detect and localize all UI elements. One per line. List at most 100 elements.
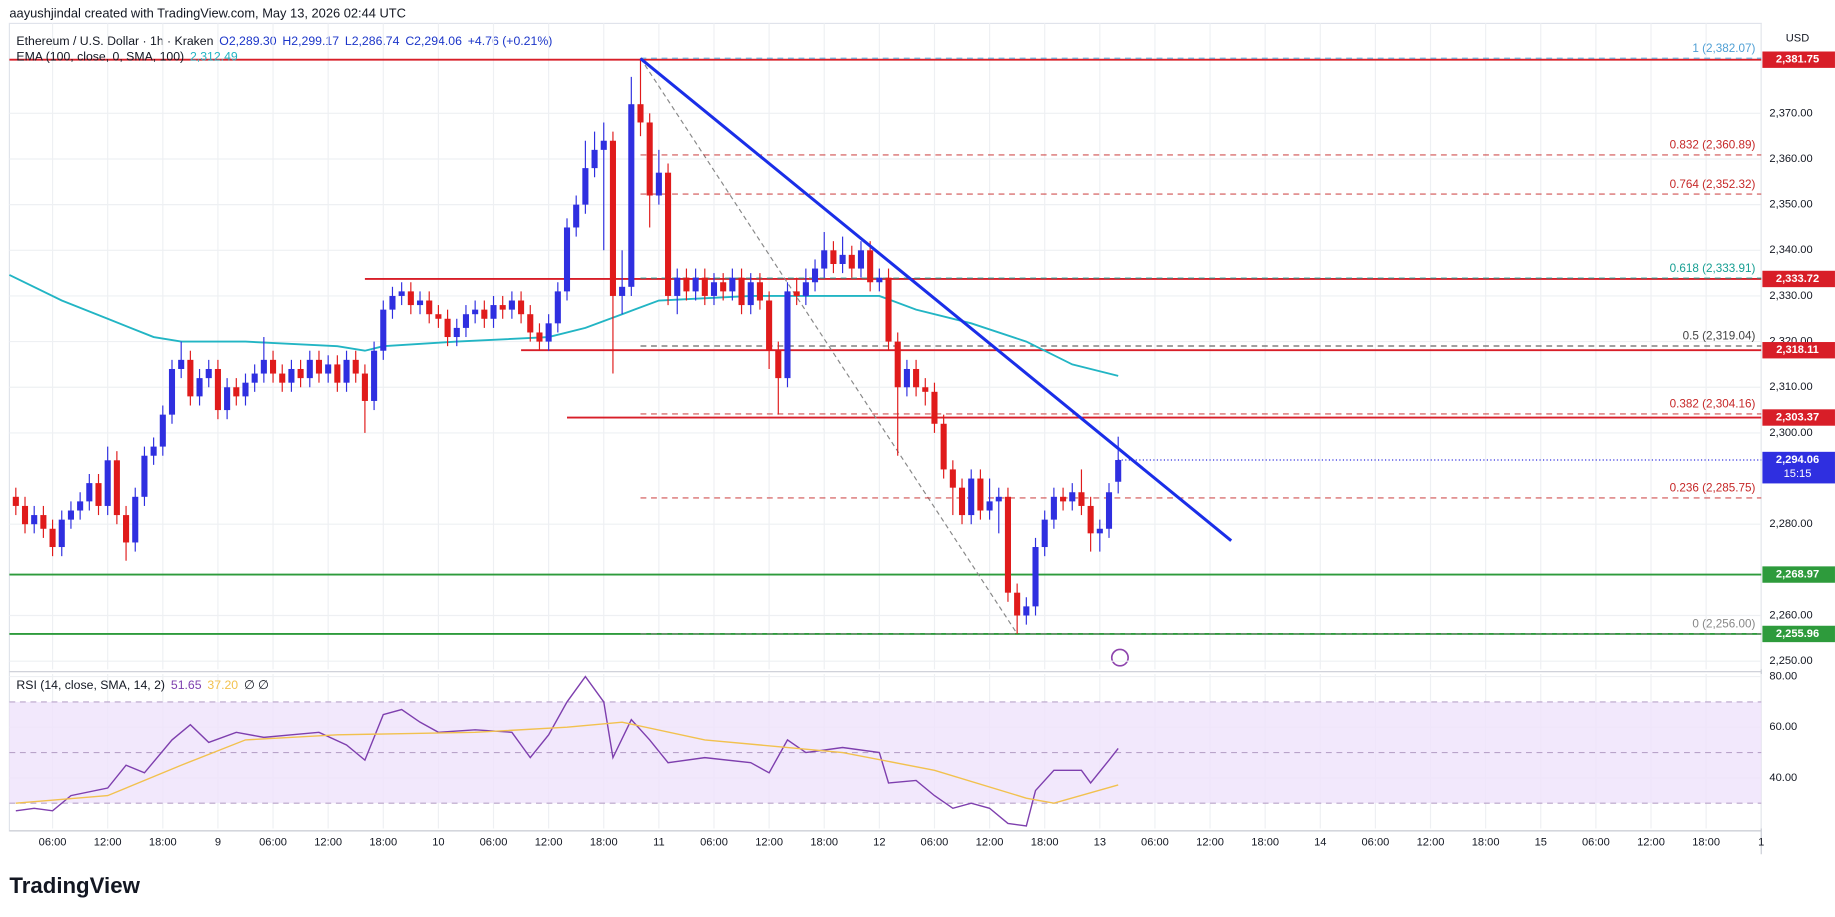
candle-body <box>77 501 84 511</box>
legend-item: C2,294.06 <box>405 34 462 48</box>
x-tick-label: 06:00 <box>39 837 67 849</box>
candle-body <box>21 505 29 525</box>
candle-body <box>756 282 763 301</box>
x-tick-label: 06:00 <box>921 837 949 849</box>
rsi-line <box>15 721 1119 804</box>
candle-body <box>315 359 323 374</box>
candle-body <box>233 387 240 397</box>
candle-body <box>1041 519 1048 548</box>
x-tick-label: 12:00 <box>1637 837 1665 849</box>
y-tick-label: 2,330.00 <box>1769 290 1812 302</box>
candle-body <box>674 277 681 296</box>
y-tick-label: 2,250.00 <box>1769 655 1812 667</box>
candle-body <box>150 446 157 456</box>
price-tag-label: 2,268.97 <box>1776 568 1819 580</box>
fib-label: 0.618 (2,333.91) <box>1670 262 1756 275</box>
candle-body <box>67 510 74 520</box>
candle-body <box>619 286 626 296</box>
fib-label: 0.832 (2,360.89) <box>1670 139 1756 152</box>
price-tag <box>1762 342 1835 359</box>
candle-body <box>361 373 368 401</box>
candle-body <box>609 140 616 296</box>
candle-body <box>802 282 809 296</box>
candle-body <box>12 496 19 506</box>
y-tick-label: 60.00 <box>1769 721 1797 733</box>
x-tick-label: 18:00 <box>810 837 838 849</box>
candle-body <box>701 277 708 296</box>
legend-item: Ethereum / U.S. Dollar · 1h · Kraken <box>16 34 213 48</box>
candle-body <box>472 309 479 315</box>
x-tick-label: 06:00 <box>1362 837 1390 849</box>
candle-body <box>692 277 699 292</box>
y-tick-label: 80.00 <box>1769 671 1797 683</box>
y-tick-label: 2,310.00 <box>1769 381 1812 393</box>
candle-body <box>958 487 966 516</box>
candle-body <box>435 314 442 319</box>
fib-label: 0 (2,256.00) <box>1692 618 1755 631</box>
y-tick-label: 2,370.00 <box>1769 107 1812 119</box>
x-tick-label: 13 <box>1094 837 1106 849</box>
candle-body <box>582 168 589 205</box>
candle-body <box>260 359 267 374</box>
candle-body <box>811 268 819 283</box>
candle-body <box>747 282 754 306</box>
candle-body <box>922 387 929 392</box>
price-tag <box>1762 51 1835 68</box>
candle-body <box>214 368 221 411</box>
x-tick-label: 06:00 <box>1582 837 1610 849</box>
candle-body <box>940 423 947 470</box>
candle-body <box>766 300 773 351</box>
candle-body <box>1014 592 1021 616</box>
x-tick-label: 12:00 <box>314 837 342 849</box>
candle-body <box>178 359 185 369</box>
candle-body <box>573 204 580 228</box>
candle-body <box>885 277 892 342</box>
candle-body <box>628 104 635 287</box>
candle-body <box>334 364 341 383</box>
x-tick-label: 06:00 <box>259 837 287 849</box>
rsi-name: RSI (14, close, SMA, 14, 2) <box>16 678 165 692</box>
candle-body <box>1105 492 1113 529</box>
price-tag-label: 2,381.75 <box>1776 54 1819 66</box>
candle-body <box>40 515 47 529</box>
candle-body <box>1060 496 1067 502</box>
legend-extra: ∅ ∅ <box>244 678 269 692</box>
legend-item: L2,286.74 <box>345 34 400 48</box>
x-tick-label: 18:00 <box>1472 837 1500 849</box>
candle-body <box>646 122 653 196</box>
x-tick-label: 18:00 <box>1031 837 1059 849</box>
currency: USD <box>1786 33 1809 45</box>
candle-body <box>371 350 378 401</box>
candle-body <box>720 282 727 292</box>
candle-body <box>187 359 194 397</box>
candle-body <box>481 309 488 319</box>
last-price-tag <box>1762 451 1835 484</box>
candle-body <box>1023 606 1030 616</box>
y-tick-label: 2,340.00 <box>1769 244 1812 256</box>
candle-body <box>288 368 295 383</box>
candle-body <box>903 368 910 388</box>
last-price-label: 2,294.06 <box>1776 454 1819 466</box>
x-tick-label: 06:00 <box>480 837 508 849</box>
x-tick-label: 12:00 <box>1417 837 1445 849</box>
candle-body <box>104 460 111 506</box>
x-tick-label: 18:00 <box>149 837 177 849</box>
candle-body <box>168 368 176 415</box>
alert-icon[interactable] <box>1110 648 1129 667</box>
candle-body <box>123 515 130 543</box>
x-tick-label: 9 <box>215 837 221 849</box>
candle-body <box>86 483 93 502</box>
x-tick-label: 15 <box>1535 837 1547 849</box>
ema-line <box>8 274 1119 377</box>
fib-label: 0.5 (2,319.04) <box>1683 330 1756 343</box>
candle-body <box>545 323 552 342</box>
candle-body <box>141 455 148 497</box>
candle-body <box>894 341 901 388</box>
y-tick-label: 2,350.00 <box>1769 199 1812 211</box>
price-tag-label: 2,303.37 <box>1776 411 1819 423</box>
y-tick-label: 2,360.00 <box>1769 153 1812 165</box>
candle-body <box>655 172 662 196</box>
candle-body <box>306 359 313 379</box>
price-tag <box>1762 409 1835 426</box>
